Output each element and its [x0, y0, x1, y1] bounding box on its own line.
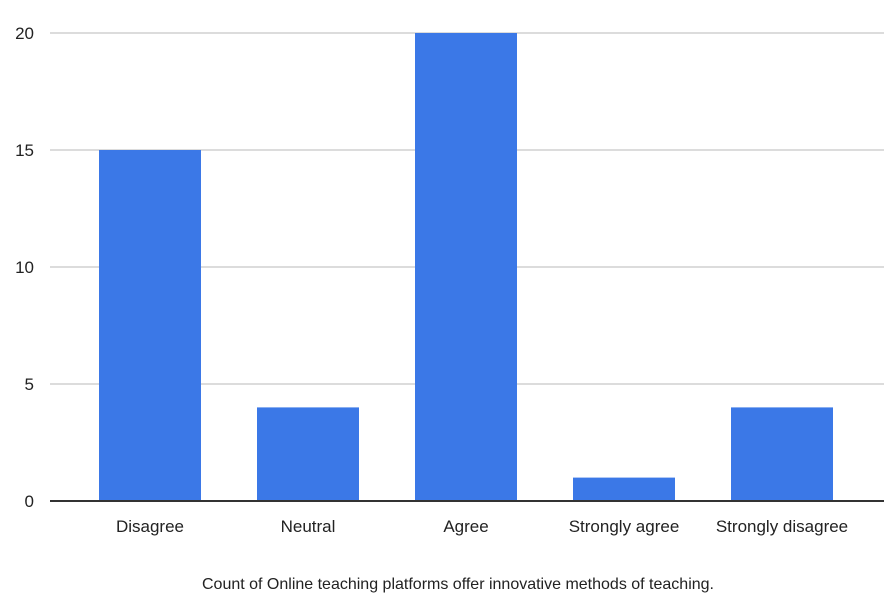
x-tick-label: Disagree [116, 517, 184, 536]
x-axis-title: Count of Online teaching platforms offer… [202, 576, 714, 593]
y-tick-label: 15 [15, 141, 34, 160]
x-tick-label: Strongly disagree [716, 517, 848, 536]
bars [99, 33, 833, 501]
x-tick-label: Strongly agree [569, 517, 680, 536]
bar-strongly-agree [573, 477, 675, 501]
y-axis-ticks: 0 5 10 15 20 [15, 24, 34, 511]
x-axis-categories: Disagree Neutral Agree Strongly agree Strong… [116, 517, 848, 536]
x-tick-label: Agree [443, 517, 488, 536]
y-tick-label: 10 [15, 258, 34, 277]
bar-strongly-disagree [731, 407, 833, 501]
y-tick-label: 0 [25, 492, 34, 511]
y-tick-label: 5 [25, 375, 34, 394]
bar-agree [415, 33, 517, 501]
y-tick-label: 20 [15, 24, 34, 43]
bar-neutral [257, 407, 359, 501]
x-tick-label: Neutral [281, 517, 336, 536]
bar-disagree [99, 150, 201, 501]
